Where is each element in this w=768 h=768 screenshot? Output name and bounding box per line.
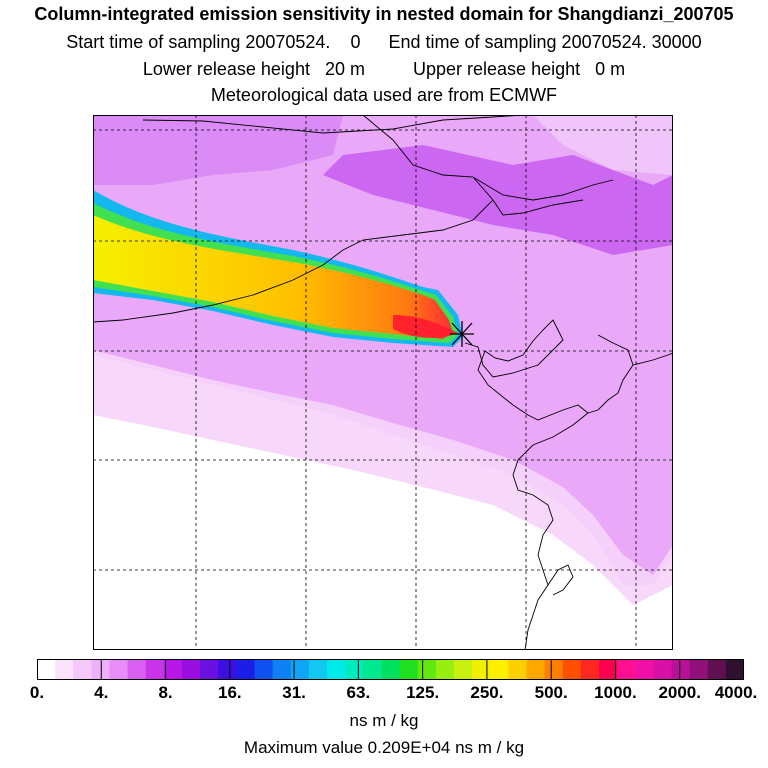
color-scale-swatch	[37, 659, 56, 680]
color-scale-swatch	[508, 659, 528, 680]
color-scale-tick-label: 4000.	[714, 683, 758, 702]
color-scale-swatch	[598, 659, 618, 680]
color-scale-swatch	[163, 659, 183, 680]
color-scale-swatch	[145, 659, 165, 680]
color-scale-bar	[37, 659, 744, 680]
color-scale-tick-label: 4.	[94, 683, 109, 702]
color-scale-swatch	[472, 659, 491, 680]
color-scale-swatch	[182, 659, 201, 680]
color-scale-swatch	[671, 659, 691, 680]
color-scale-swatch	[109, 659, 129, 680]
color-scale-tick-label: 31.	[282, 683, 306, 702]
color-scale-unit: ns m / kg	[349, 711, 419, 730]
lower-release-height: Lower release height 20 m	[142, 59, 365, 79]
color-scale-swatch	[218, 659, 238, 680]
color-scale-swatch	[236, 659, 256, 680]
color-scale-swatch	[290, 659, 310, 680]
receptor-star-icon	[450, 321, 474, 347]
color-scale-tick-label: 125.	[406, 683, 440, 702]
sensitivity-field-fade	[93, 350, 673, 605]
coastlines-borders	[93, 115, 673, 650]
start-time-label: Start time of sampling 20070524. 0	[66, 32, 361, 52]
color-scale-swatch	[127, 659, 147, 680]
plume-max-core	[393, 315, 458, 338]
release-heights: Lower release height 20 m Upper release …	[0, 59, 768, 80]
sensitivity-field-high	[323, 145, 673, 255]
color-scale-swatch	[562, 659, 582, 680]
color-scale-swatch	[308, 659, 328, 680]
color-scale-swatch	[73, 659, 92, 680]
color-scale-tick-label: 500.	[534, 683, 568, 702]
color-scale-swatch	[200, 659, 219, 680]
color-scale-tick-label: 16.	[217, 683, 242, 702]
color-scale-swatch	[707, 659, 727, 680]
color-scale-tick-label: 1000.	[594, 683, 637, 702]
color-scale-tick-label: 250.	[470, 683, 504, 702]
map-title: Column-integrated emission sensitivity i…	[34, 4, 734, 24]
end-time-label: End time of sampling 20070524. 30000	[388, 32, 702, 52]
color-scale-swatch	[635, 659, 654, 680]
color-scale-swatch	[526, 659, 546, 680]
color-scale-swatch	[91, 659, 111, 680]
color-scale-swatch	[653, 659, 673, 680]
color-scale-swatch	[254, 659, 274, 680]
emission-sensitivity-map	[93, 115, 673, 650]
color-scale-frame	[37, 659, 744, 680]
color-scale-swatch	[381, 659, 401, 680]
sampling-times: Start time of sampling 20070524. 0 End t…	[0, 32, 768, 53]
color-scale-swatch	[453, 659, 473, 680]
color-scale-swatch	[617, 659, 636, 680]
maximum-value-label: Maximum value 0.209E+04 ns m / kg	[243, 738, 525, 757]
upper-release-height: Upper release height 0 m	[413, 59, 626, 79]
map-frame	[93, 115, 673, 650]
color-scale-swatch	[327, 659, 346, 680]
color-scale-swatch	[345, 659, 364, 680]
color-scale-swatch	[272, 659, 292, 680]
color-scale-tick-label: 0.	[29, 683, 45, 702]
color-scale-swatch	[490, 659, 509, 680]
color-scale-tick-label: 63.	[346, 683, 371, 702]
color-scale-swatch	[544, 659, 564, 680]
color-scale-swatch	[55, 659, 74, 680]
color-scale-swatch	[363, 659, 383, 680]
color-scale-tick-label: 8.	[158, 683, 173, 702]
color-scale-swatch	[725, 659, 744, 680]
color-scale-swatch	[689, 659, 709, 680]
color-scale-swatch	[399, 659, 419, 680]
color-scale-tick-label: 2000.	[658, 683, 701, 702]
sensitivity-field-west	[93, 115, 343, 185]
sensitivity-field-low	[93, 115, 673, 585]
plume-core	[93, 215, 453, 339]
color-scale-swatch	[417, 659, 437, 680]
color-scale-swatch	[580, 659, 600, 680]
met-data-line: Meteorological data used are from ECMWF	[210, 85, 558, 105]
color-scale-swatch	[435, 659, 455, 680]
